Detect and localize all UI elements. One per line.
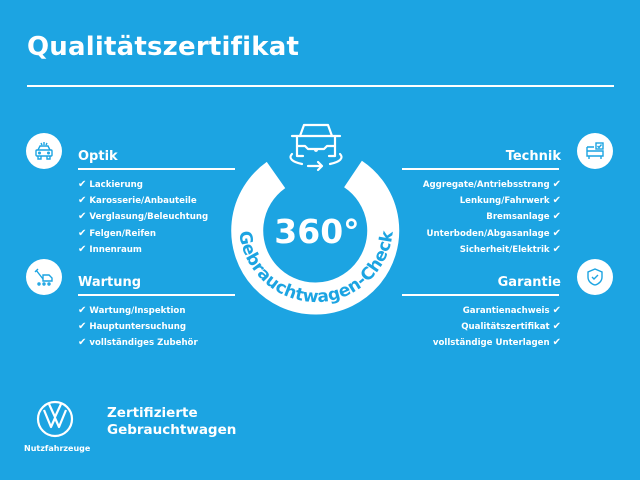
list-item: ✔ Felgen/Reifen xyxy=(78,227,157,239)
list-item: ✔ Hauptuntersuchung xyxy=(78,321,187,333)
list-item: ✔ vollständiges Zubehör xyxy=(78,337,198,349)
section-divider xyxy=(402,168,559,170)
list-optik: ✔ Lackierung ✔ Karosserie/Anbauteile ✔ V… xyxy=(78,177,208,258)
badge-number: 360° xyxy=(274,212,359,251)
list-item: Lenkung/Fahrwerk ✔ xyxy=(459,195,561,207)
list-item: Sicherheit/Elektrik ✔ xyxy=(459,243,561,255)
section-divider xyxy=(78,168,235,170)
section-title-wartung: Wartung xyxy=(78,275,142,290)
list-item: ✔ Karosserie/Anbauteile xyxy=(78,195,197,207)
claim-line-1: Zertifizierte xyxy=(107,405,198,421)
list-item: ✔ Lackierung xyxy=(78,179,143,190)
checklist-car-icon xyxy=(577,133,613,169)
list-item: ✔ Wartung/Inspektion xyxy=(78,305,186,316)
section-title-optik: Optik xyxy=(78,149,118,164)
list-item: Bremsanlage ✔ xyxy=(486,211,561,223)
claim-line-2: Gebrauchtwagen xyxy=(107,422,237,438)
service-tools-icon xyxy=(26,259,62,295)
section-divider xyxy=(78,294,235,296)
car-front-icon xyxy=(26,133,62,169)
shield-check-icon xyxy=(577,259,613,295)
vw-logo xyxy=(36,400,74,438)
list-item: Qualitätszertifikat ✔ xyxy=(461,321,561,333)
brand-name: Nutzfahrzeuge xyxy=(24,444,91,453)
title-divider xyxy=(27,85,614,87)
section-divider xyxy=(402,294,559,296)
list-item: vollständige Unterlagen ✔ xyxy=(432,337,561,349)
page-title: Qualitätszertifikat xyxy=(27,32,300,62)
list-item: Aggregate/Antriebsstrang ✔ xyxy=(422,179,561,190)
badge-ring xyxy=(231,160,400,315)
section-title-technik: Technik xyxy=(505,149,561,164)
list-item: ✔ Innenraum xyxy=(78,243,142,255)
car-rotate-icon xyxy=(289,123,343,172)
list-item: ✔ Verglasung/Beleuchtung xyxy=(78,211,209,223)
list-wartung: ✔ Wartung/Inspektion ✔ Hauptuntersuchung… xyxy=(78,303,198,352)
list-item: Garantienachweis ✔ xyxy=(462,305,561,316)
list-garantie: Garantienachweis ✔ Qualitätszertifikat ✔… xyxy=(433,303,561,352)
list-item: Unterboden/Abgasanlage ✔ xyxy=(426,227,561,239)
list-technik: Aggregate/Antriebsstrang ✔ Lenkung/Fahrw… xyxy=(423,177,561,258)
section-title-garantie: Garantie xyxy=(497,275,561,290)
claim: Zertifizierte Gebrauchtwagen xyxy=(107,405,236,439)
